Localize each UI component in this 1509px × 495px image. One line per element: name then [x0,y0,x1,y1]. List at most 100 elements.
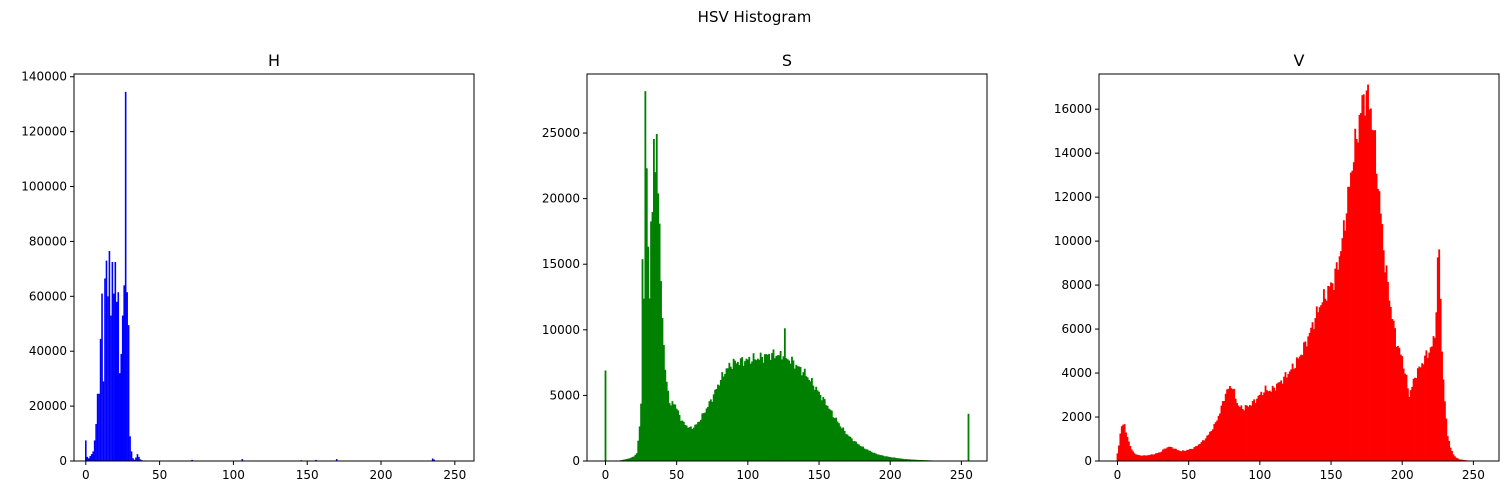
bar [1226,389,1229,461]
bar [806,377,809,461]
bar [775,355,778,461]
bar [1337,269,1340,461]
bar [1260,391,1263,461]
bar [675,408,678,461]
bar [836,421,839,461]
bar [745,358,748,461]
bar [657,193,660,462]
bar [674,404,677,461]
bar [1254,403,1257,461]
axes-frame [1098,73,1500,462]
x-tick-label: 50 [1181,468,1196,482]
bar [1221,401,1224,461]
bar [867,450,870,461]
bar [1378,191,1381,461]
bar [99,338,102,461]
bar [1266,390,1268,461]
bar [1261,395,1264,461]
bar [650,221,652,461]
bar [127,325,130,461]
bars [1116,84,1482,462]
bar [335,459,338,461]
bar [722,376,725,461]
bar [913,459,916,461]
bar [1334,268,1337,461]
bar [721,372,724,461]
bar [852,441,855,461]
bar [671,401,674,461]
bar [1431,346,1433,461]
bar [788,360,791,461]
bar [825,405,828,461]
bar [1179,451,1182,461]
bar [1211,429,1214,461]
bar [1273,387,1275,461]
bar [1369,108,1372,462]
x-tick-label: 100 [736,468,759,482]
y-tick-label: 60000 [29,289,67,303]
bar [1441,351,1443,461]
bar [1398,347,1401,461]
bar [1458,459,1461,461]
bar [1395,346,1398,461]
bar [1340,251,1342,461]
bar [114,262,117,461]
x-tick-label: 200 [1391,468,1414,482]
bar [897,458,900,461]
x-tick-label: 100 [1248,468,1271,482]
bar [792,360,795,461]
bar [699,419,702,461]
bar [685,425,688,461]
bar [1452,454,1455,461]
bar [1248,404,1251,461]
bar [872,452,875,461]
bar [118,373,121,461]
bar [904,459,907,461]
bar [1389,307,1392,461]
bar [1429,347,1432,461]
bar [879,455,882,461]
bar [1263,392,1266,461]
bar [916,459,919,461]
bar [1278,382,1281,461]
bar [1421,363,1424,461]
bars [85,91,435,461]
bar [1213,423,1216,461]
bar [724,374,726,461]
bar [623,459,625,461]
bar [781,359,783,461]
bar [136,454,139,461]
bar [93,440,96,461]
bar [1250,405,1253,461]
bar [711,401,714,461]
bar [1192,448,1194,461]
bar [1432,336,1435,461]
bar [1453,456,1456,461]
x-tick-label: 250 [1462,468,1485,482]
bar [1448,440,1451,461]
bar [1379,213,1382,461]
bar [123,285,125,461]
y-tick-label: 140000 [21,70,67,84]
bar [754,359,756,461]
bar [1120,426,1123,461]
bar [1284,372,1287,461]
bar [101,293,103,461]
y-tick-label: 4000 [1061,366,1092,380]
bar [1189,448,1192,461]
bar [1424,355,1426,461]
bar [1311,322,1314,461]
bar [1303,342,1305,461]
bar [1385,265,1388,461]
bar [1406,388,1409,461]
bars [604,91,970,462]
bar [708,401,711,461]
bar [701,413,704,461]
bar [1126,436,1129,461]
bar [832,417,835,461]
bar [1331,283,1334,461]
bar [1281,383,1284,461]
bar [1405,374,1408,461]
bar [684,425,687,461]
bar [1243,410,1246,461]
